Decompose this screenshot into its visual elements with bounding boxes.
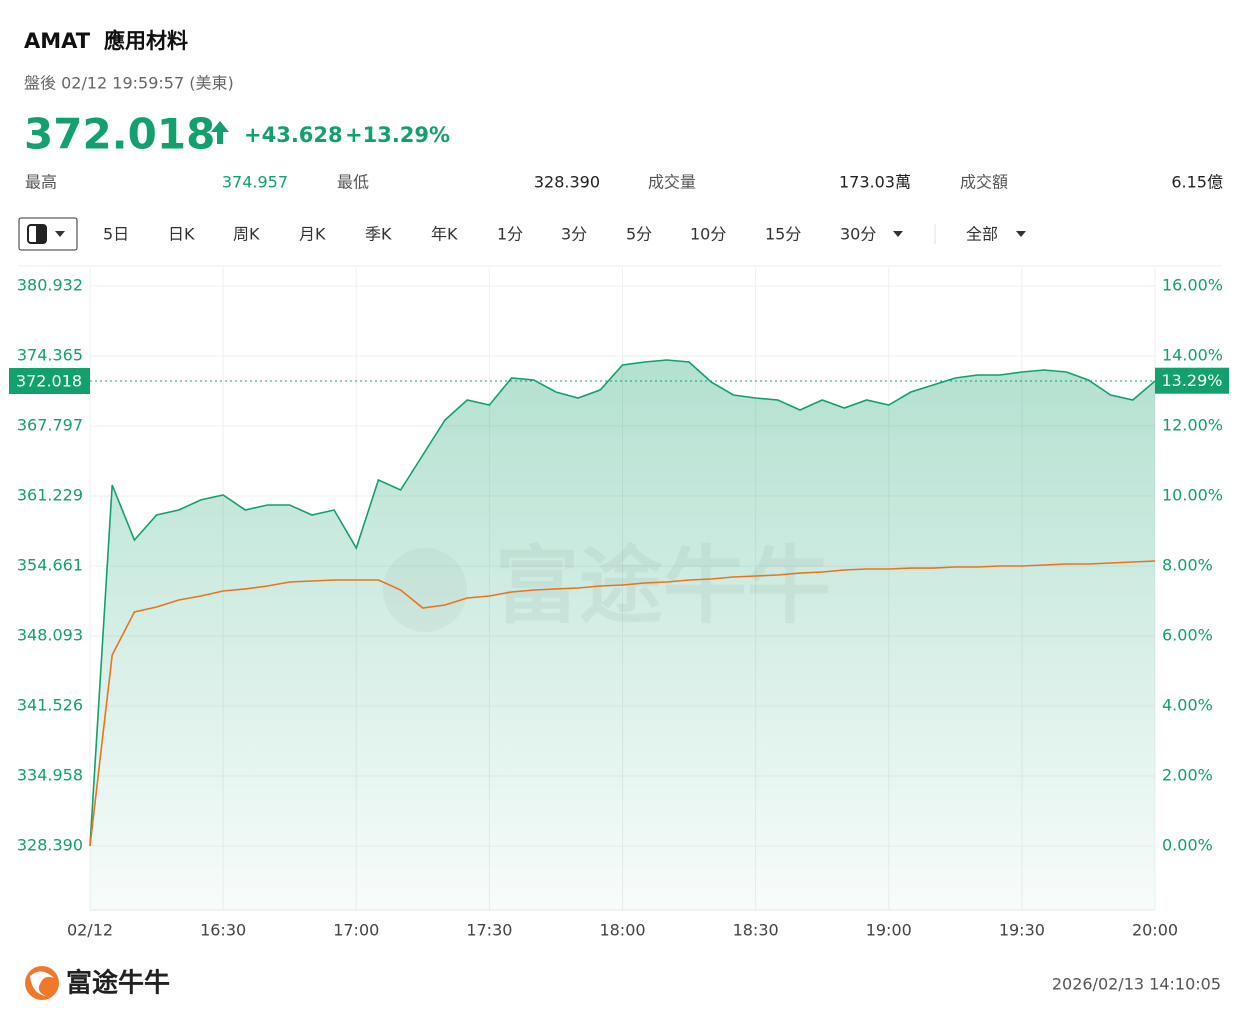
stat-value: 328.390	[534, 173, 600, 192]
toggle-icon-fill	[36, 225, 46, 243]
y2-tick-label: 2.00%	[1162, 765, 1213, 784]
period-tab[interactable]: 3分	[561, 225, 587, 244]
last-pct-label: 13.29%	[1161, 371, 1222, 390]
period-tab[interactable]: 5日	[103, 225, 129, 244]
symbol: AMAT	[24, 29, 91, 53]
stat-value: 173.03萬	[839, 173, 911, 192]
price-area	[90, 360, 1155, 910]
x-tick-label: 17:00	[333, 921, 379, 940]
period-tab[interactable]: 日K	[168, 225, 195, 244]
stat-label: 最高	[25, 173, 57, 192]
y-tick-label: 354.661	[17, 556, 83, 575]
y2-tick-label: 16.00%	[1162, 275, 1223, 294]
plot: 380.932 374.365 367.797 361.229 354.661 348.0…	[9, 268, 1229, 940]
timestamp: 2026/02/13 14:10:05	[1052, 975, 1221, 994]
x-tick-label: 19:30	[999, 921, 1045, 940]
y-tick-label: 334.958	[17, 766, 83, 785]
y2-tick-label: 6.00%	[1162, 625, 1213, 644]
change: +43.628	[244, 123, 343, 147]
period-tab[interactable]: 年K	[431, 225, 458, 244]
y-tick-label: 328.390	[17, 836, 83, 855]
y2-tick-label: 4.00%	[1162, 695, 1213, 714]
period-tab[interactable]: 10分	[690, 225, 726, 244]
y2-tick-label: 12.00%	[1162, 415, 1223, 434]
y-tick-label: 374.365	[17, 345, 83, 364]
x-tick-label: 18:00	[599, 921, 645, 940]
last-price-box	[9, 368, 90, 395]
x-tick-label: 20:00	[1132, 921, 1178, 940]
x-tick-label: 17:30	[466, 921, 512, 940]
period-tab[interactable]: 30分	[840, 225, 876, 244]
brand-logo-mark	[30, 971, 54, 996]
y-tick-label: 367.797	[17, 416, 83, 435]
status: 盤後 02/12 19:59:57 (美東)	[24, 74, 234, 93]
y2-tick-label: 0.00%	[1162, 835, 1213, 854]
y-tick-label: 348.093	[17, 626, 83, 645]
period-tab[interactable]: 周K	[233, 225, 260, 244]
x-tick-label: 19:00	[866, 921, 912, 940]
x-tick-label: 18:30	[733, 921, 779, 940]
dropdown-arrow	[893, 231, 903, 237]
last-price-label: 372.018	[16, 372, 82, 391]
stat-label: 成交量	[648, 173, 696, 192]
stat-label: 成交額	[960, 173, 1008, 192]
price-line	[89, 359, 1156, 847]
period-tab[interactable]: 季K	[365, 225, 392, 244]
y2-tick-label: 10.00%	[1162, 485, 1223, 504]
x-tick-label: 16:30	[200, 921, 246, 940]
price: 372.018	[24, 110, 215, 159]
stat-value: 6.15億	[1171, 173, 1223, 192]
y-tick-label: 361.229	[17, 486, 83, 505]
x-tick-label: 02/12	[67, 921, 113, 940]
y2-tick-label: 8.00%	[1162, 555, 1213, 574]
period-tab[interactable]: 月K	[299, 225, 326, 244]
change-pct: +13.29%	[345, 123, 450, 147]
y-tick-label: 380.932	[17, 275, 83, 294]
avg-line	[89, 560, 1156, 847]
dropdown-arrow	[1016, 231, 1026, 237]
period-tab[interactable]: 1分	[497, 225, 523, 244]
y2-tick-label: 14.00%	[1162, 345, 1223, 364]
stat-value: 374.957	[222, 173, 288, 192]
up-arrow	[211, 121, 229, 144]
brand: 富途牛牛	[66, 968, 170, 999]
y-tick-label: 341.526	[17, 696, 83, 715]
last-pct-box	[1155, 367, 1229, 394]
stat-label: 最低	[337, 173, 369, 192]
dropdown-arrow	[55, 231, 65, 237]
period-tab[interactable]: 15分	[765, 225, 801, 244]
stock-name: 應用材料	[104, 29, 188, 53]
period-tab[interactable]: 5分	[626, 225, 652, 244]
period-tab[interactable]: 全部	[966, 225, 998, 244]
